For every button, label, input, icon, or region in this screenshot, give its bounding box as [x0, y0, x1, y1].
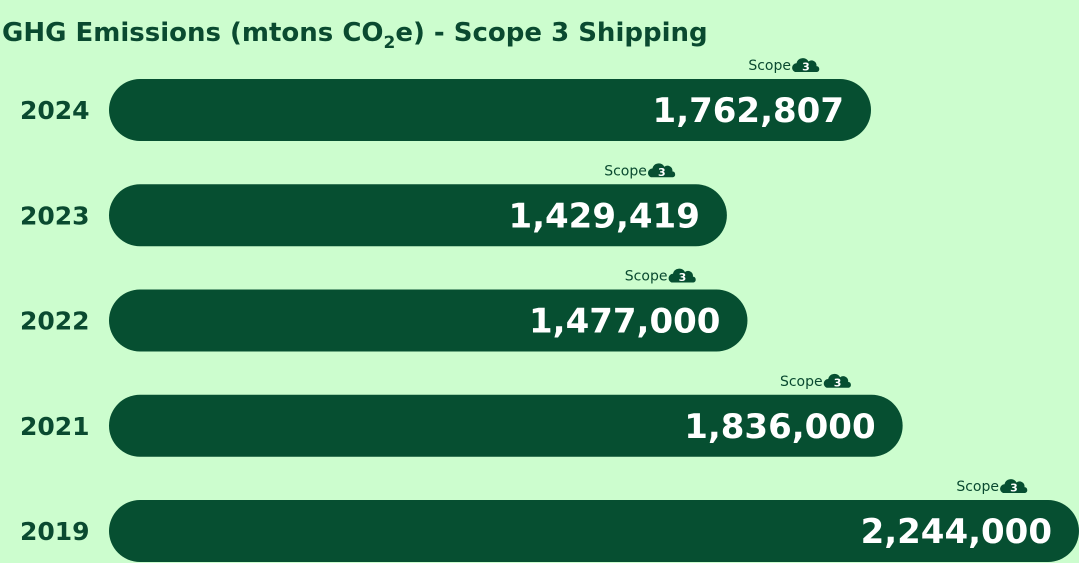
chart-title: GHG Emissions (mtons CO2e) - Scope 3 Shi… — [2, 18, 708, 53]
scope-badge-number: 3 — [1010, 482, 1018, 495]
scope-badge-2022: Scope 3 — [625, 269, 696, 285]
year-label-2023: 2023 — [20, 201, 90, 230]
cloud-icon — [668, 268, 696, 283]
scope-badge-label: Scope — [604, 163, 647, 179]
scope-badge-number: 3 — [658, 166, 666, 179]
scope-badge-label: Scope — [780, 374, 823, 390]
scope-badge-label: Scope — [956, 479, 999, 495]
bar-2024 — [109, 79, 871, 141]
chart-title-main: GHG Emissions (mtons CO — [2, 18, 384, 48]
bars-layer: 2024 1,762,807 Scope 3 2023 1,429,419 Scope 3 20… — [20, 58, 1079, 562]
scope-badge-number: 3 — [802, 61, 810, 74]
value-label-2022: 1,477,000 — [529, 302, 720, 342]
year-label-2024: 2024 — [20, 96, 90, 125]
bar-2019 — [109, 500, 1079, 562]
scope-badge-2024: Scope 3 — [748, 58, 820, 74]
value-label-2023: 1,429,419 — [508, 196, 699, 236]
cloud-icon — [647, 163, 676, 178]
bar-2023 — [109, 184, 727, 247]
cloud-icon — [823, 373, 851, 388]
chart-title-suffix: e) - Scope 3 Shipping — [395, 18, 707, 48]
scope-badge-2023: Scope 3 — [604, 163, 676, 179]
value-label-2019: 2,244,000 — [861, 512, 1052, 552]
year-label-2022: 2022 — [20, 307, 90, 336]
bar-2021 — [109, 394, 903, 457]
scope-badge-label: Scope — [625, 269, 668, 285]
scope-badge-label: Scope — [748, 58, 791, 74]
year-label-2021: 2021 — [20, 412, 90, 441]
scope-badge-2021: Scope 3 — [780, 374, 851, 390]
cloud-icon — [1000, 479, 1028, 493]
scope-badge-2019: Scope 3 — [956, 479, 1028, 495]
year-label-2019: 2019 — [20, 517, 90, 546]
scope-badge-number: 3 — [679, 271, 687, 284]
chart-title-subscript: 2 — [384, 33, 396, 53]
value-label-2021: 1,836,000 — [684, 407, 875, 447]
value-label-2024: 1,762,807 — [653, 91, 844, 131]
cloud-icon — [792, 58, 820, 72]
bar-2022 — [109, 289, 748, 352]
scope-badge-number: 3 — [834, 376, 842, 389]
